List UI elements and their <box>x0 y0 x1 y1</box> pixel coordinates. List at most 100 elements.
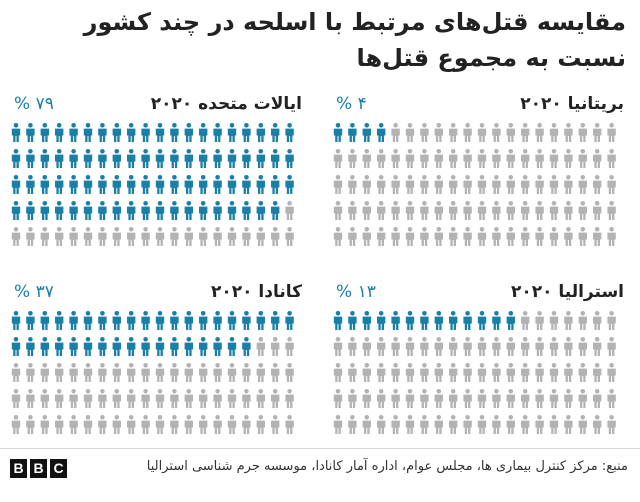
person-icon <box>391 149 400 168</box>
person-icon <box>391 201 400 220</box>
person-icon <box>377 363 386 382</box>
person-icon <box>285 201 294 220</box>
person-icon-highlight <box>26 201 35 220</box>
person-icon <box>564 415 573 434</box>
person-icon-highlight <box>55 149 64 168</box>
person-icon-highlight <box>55 311 64 330</box>
person-icon-highlight <box>170 175 179 194</box>
person-icon-highlight <box>242 175 251 194</box>
person-icon-highlight <box>141 175 150 194</box>
person-icon-highlight <box>199 149 208 168</box>
person-icon <box>83 363 93 382</box>
person-icon <box>26 363 35 382</box>
person-icon <box>227 363 237 382</box>
person-icon <box>521 415 530 434</box>
person-icon <box>593 311 602 330</box>
person-icon <box>463 201 472 220</box>
person-icon-highlight <box>420 311 429 330</box>
person-icon <box>333 415 343 434</box>
person-icon <box>170 363 179 382</box>
person-icon <box>199 389 208 408</box>
person-icon <box>256 389 265 408</box>
icon-grid <box>11 311 294 434</box>
person-icon <box>463 123 472 142</box>
person-icon <box>477 415 487 434</box>
person-icon-highlight <box>98 149 107 168</box>
person-icon <box>578 311 587 330</box>
person-icon-highlight <box>11 149 21 168</box>
person-icon <box>492 227 501 246</box>
person-icon <box>593 175 602 194</box>
panel-value: ۳۷ % <box>14 282 54 302</box>
person-icon <box>362 149 371 168</box>
person-icon <box>578 201 587 220</box>
person-icon-highlight <box>213 311 222 330</box>
person-icon-highlight <box>477 311 487 330</box>
person-icon-highlight <box>127 149 136 168</box>
person-icon-highlight <box>170 123 179 142</box>
person-icon <box>112 389 121 408</box>
person-icon <box>477 149 487 168</box>
person-icon <box>593 389 602 408</box>
person-icon <box>391 175 400 194</box>
person-icon <box>521 311 530 330</box>
person-icon <box>578 175 587 194</box>
person-icon <box>405 175 415 194</box>
person-icon-highlight <box>141 337 150 356</box>
person-icon <box>242 363 251 382</box>
person-icon <box>333 363 343 382</box>
person-icon-highlight <box>40 175 49 194</box>
person-icon <box>535 149 544 168</box>
person-icon-highlight <box>170 149 179 168</box>
panel-title: استرالیا ۲۰۲۰ <box>510 282 624 302</box>
person-icon <box>98 389 107 408</box>
person-icon <box>434 363 443 382</box>
person-icon <box>492 201 501 220</box>
person-icon-highlight <box>405 311 415 330</box>
person-icon-highlight <box>285 175 294 194</box>
person-icon <box>213 227 222 246</box>
person-icon <box>492 337 501 356</box>
person-icon <box>549 175 559 194</box>
person-icon <box>333 175 343 194</box>
person-icon <box>434 123 443 142</box>
person-icon-highlight <box>184 123 193 142</box>
person-icon-highlight <box>69 337 78 356</box>
person-icon <box>405 123 415 142</box>
person-icon <box>506 389 515 408</box>
person-icon <box>521 363 530 382</box>
person-icon <box>377 201 386 220</box>
person-icon-highlight <box>285 311 294 330</box>
person-icon-highlight <box>127 175 136 194</box>
person-icon <box>535 201 544 220</box>
person-icon-highlight <box>69 201 78 220</box>
person-icon <box>362 363 371 382</box>
source-note: منبع: مرکز کنترل بیماری ها، مجلس عوام، ا… <box>146 459 628 474</box>
person-icon <box>549 389 559 408</box>
person-icon <box>449 123 458 142</box>
person-icon <box>420 227 429 246</box>
person-icon <box>184 363 193 382</box>
person-icon-highlight <box>242 201 251 220</box>
person-icon <box>242 415 251 434</box>
person-icon <box>492 149 501 168</box>
person-icon-highlight <box>213 123 222 142</box>
person-icon <box>578 415 587 434</box>
person-icon <box>607 149 616 168</box>
person-icon <box>69 363 78 382</box>
person-icon <box>348 227 357 246</box>
person-icon <box>463 149 472 168</box>
person-icon <box>492 389 501 408</box>
person-icon <box>535 337 544 356</box>
person-icon <box>155 415 165 434</box>
person-icon <box>391 227 400 246</box>
person-icon <box>521 337 530 356</box>
person-icon <box>112 227 121 246</box>
person-icon <box>521 201 530 220</box>
person-icon <box>11 389 21 408</box>
person-icon <box>449 363 458 382</box>
person-icon <box>141 227 150 246</box>
person-icon <box>564 311 573 330</box>
person-icon <box>492 415 501 434</box>
person-icon <box>607 175 616 194</box>
